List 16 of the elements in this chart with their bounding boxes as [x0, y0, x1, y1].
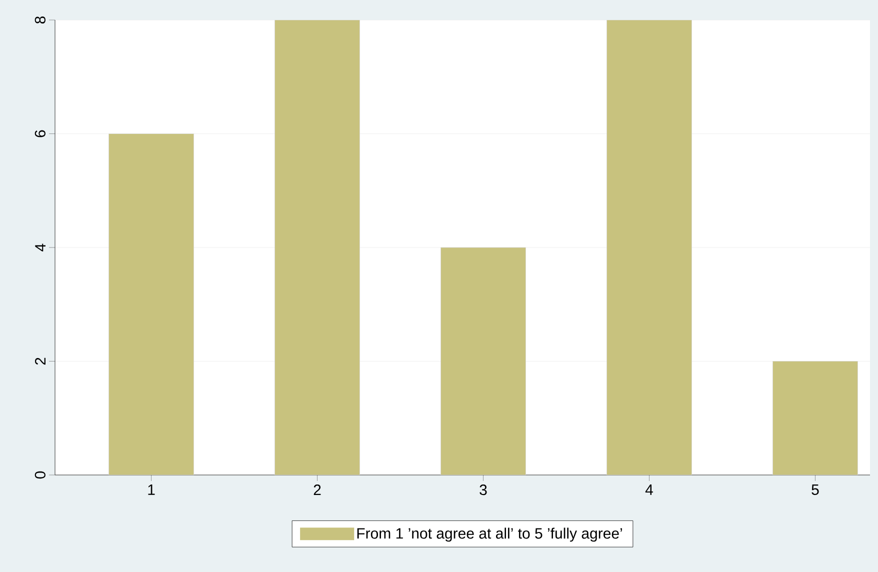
- legend-label: From 1 ’not agree at all’ to 5 ’fully agree’: [357, 528, 622, 542]
- bar: [772, 361, 858, 475]
- y-tick-label: 6: [34, 130, 46, 138]
- y-tick-label: 4: [35, 244, 46, 252]
- y-tick-label: 0: [34, 471, 46, 479]
- bar: [606, 20, 692, 475]
- x-tick-label: 2: [314, 484, 321, 495]
- x-tick-label: 1: [148, 484, 155, 495]
- bar: [108, 134, 194, 475]
- y-tick-label: 8: [34, 16, 46, 24]
- x-tick-label: 4: [645, 484, 653, 495]
- bar: [440, 247, 526, 475]
- x-tick-label: 3: [480, 484, 487, 496]
- bar: [274, 20, 360, 475]
- y-tick-label: 2: [35, 358, 46, 365]
- x-tick-label: 5: [812, 484, 819, 495]
